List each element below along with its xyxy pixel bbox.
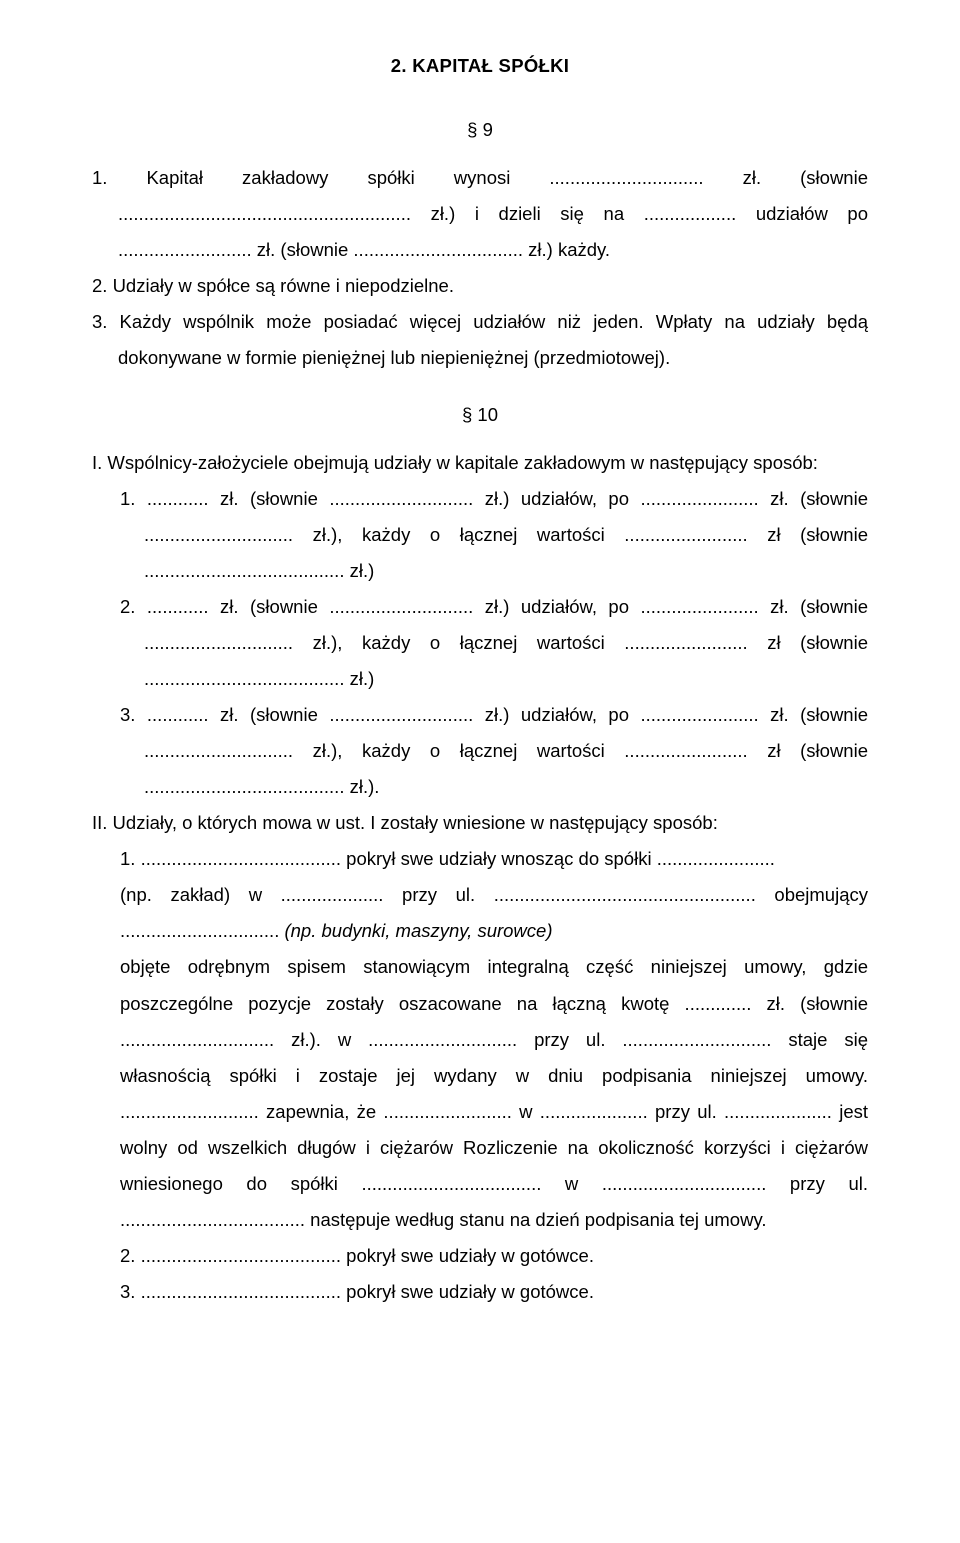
continuation-text: (np. zakład) w .................... przy…: [120, 877, 868, 949]
paragraph-marker-10: § 10: [92, 397, 868, 433]
roman-i-intro: I. Wspólnicy-założyciele obejmują udział…: [92, 445, 868, 481]
list-item: 3. ............ zł. (słownie ...........…: [120, 697, 868, 805]
roman-ii-sublist-2: 2. .....................................…: [120, 1238, 868, 1310]
list-item: 3. .....................................…: [120, 1274, 868, 1310]
paragraph-marker-9: § 9: [92, 112, 868, 148]
list-item: 1. Kapitał zakładowy spółki wynosi .....…: [92, 160, 868, 268]
roman-i-sublist: 1. ............ zł. (słownie ...........…: [120, 481, 868, 806]
roman-ii-intro: II. Udziały, o których mowa w ust. I zos…: [92, 805, 868, 841]
roman-ii-sublist: 1. .....................................…: [120, 841, 868, 877]
section-9-list: 1. Kapitał zakładowy spółki wynosi .....…: [92, 160, 868, 376]
list-item: 2. Udziały w spółce są równe i niepodzie…: [92, 268, 868, 304]
list-item: 2. ............ zł. (słownie ...........…: [120, 589, 868, 697]
list-item: 1. .....................................…: [120, 841, 868, 877]
document-page: 2. KAPITAŁ SPÓŁKI § 9 1. Kapitał zakłado…: [0, 0, 960, 1543]
continuation-text: objęte odrębnym spisem stanowiącym integ…: [120, 949, 868, 1238]
section-heading: 2. KAPITAŁ SPÓŁKI: [92, 48, 868, 84]
list-item: 3. Każdy wspólnik może posiadać więcej u…: [92, 304, 868, 376]
list-item: 1. ............ zł. (słownie ...........…: [120, 481, 868, 589]
italic-text: (np. budynki, maszyny, surowce): [284, 920, 552, 941]
list-item: 2. .....................................…: [120, 1238, 868, 1274]
